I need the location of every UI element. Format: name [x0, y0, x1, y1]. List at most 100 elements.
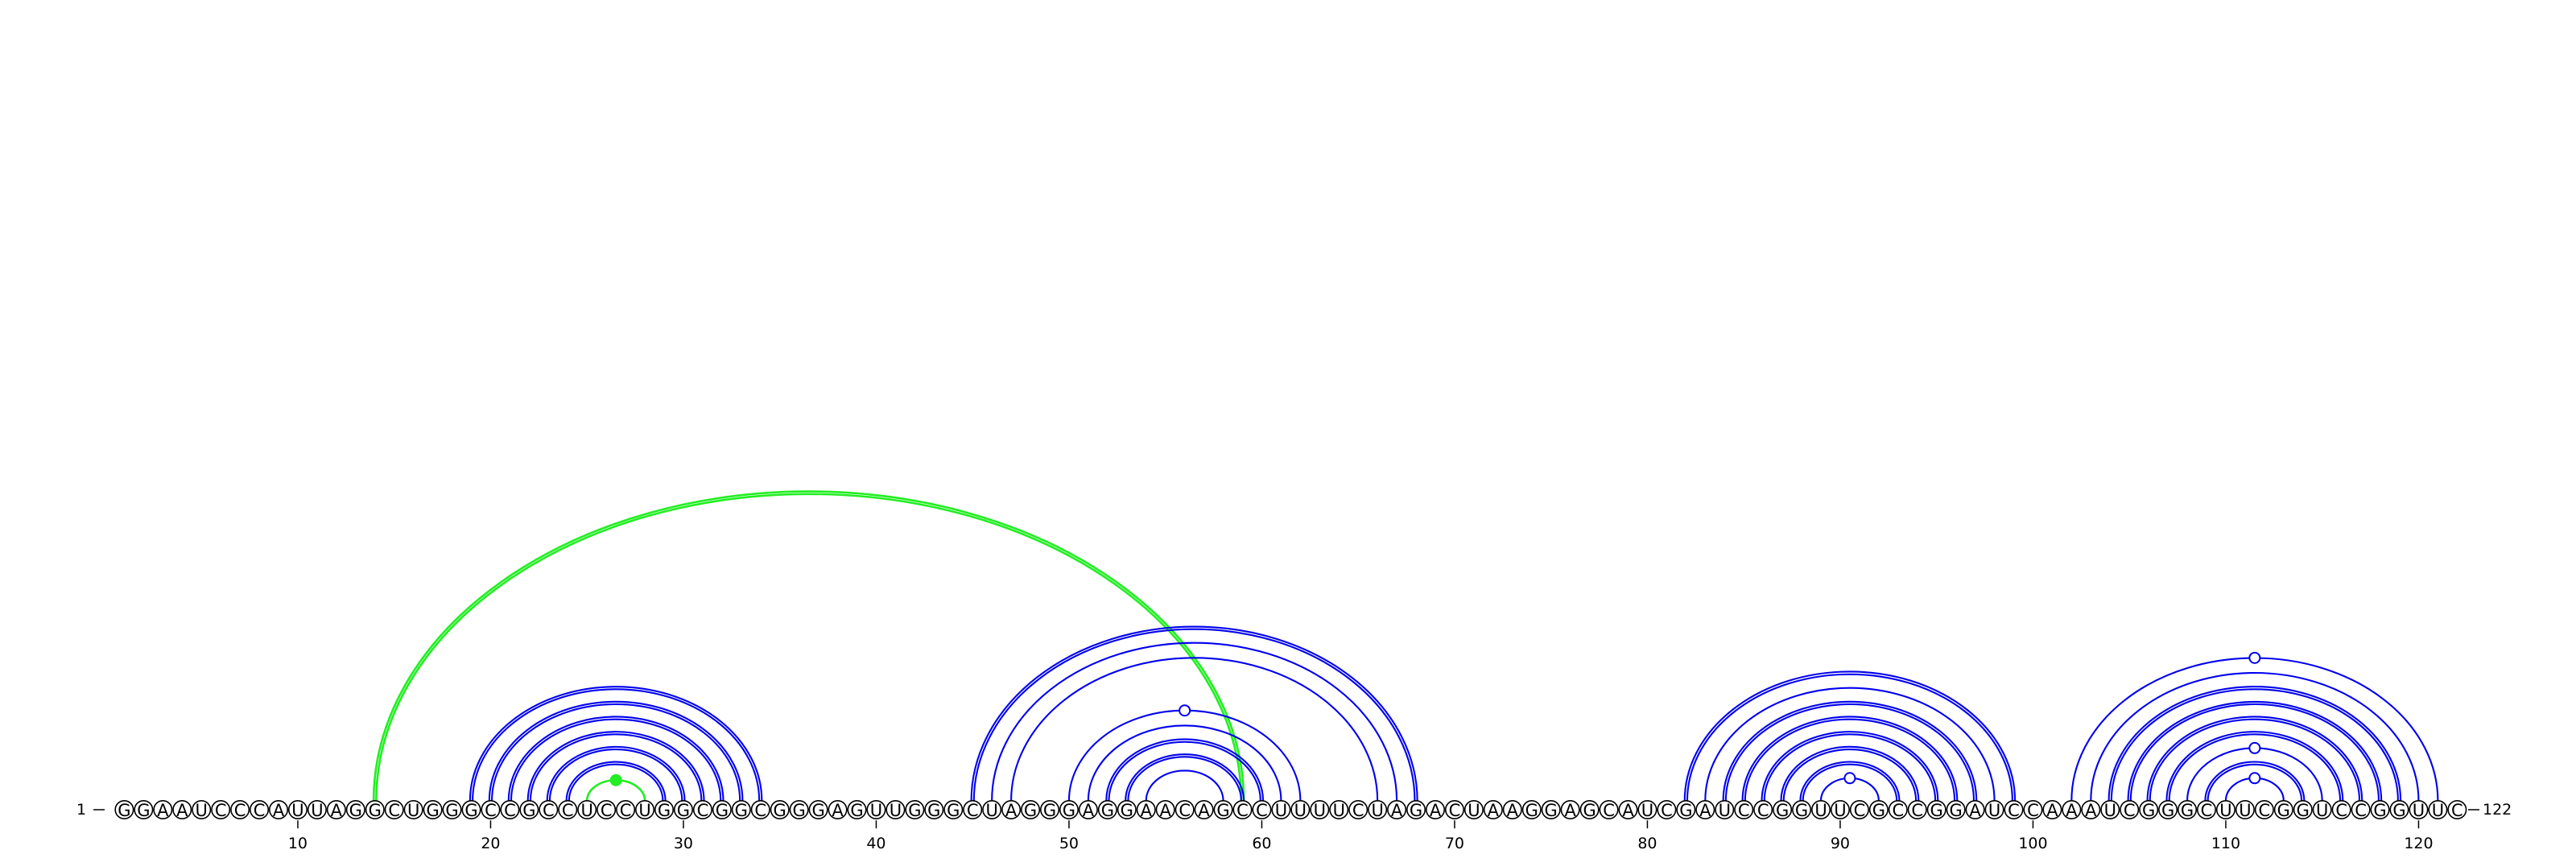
nucleotide: U	[2235, 799, 2255, 820]
nucleotide: A	[828, 799, 848, 820]
nucleotide-letter: A	[331, 801, 343, 820]
nucleotide-letter: U	[1641, 801, 1653, 820]
nucleotide-letter: G	[735, 801, 748, 820]
nucleotide-circle	[1117, 799, 1137, 819]
nucleotide-letter: G	[850, 801, 863, 820]
nucleotide-circle	[2235, 799, 2255, 819]
nucleotide: C	[1599, 799, 1619, 820]
nucleotide: U	[1637, 799, 1657, 820]
nucleotide-circle	[1965, 799, 1985, 819]
nucleotide-letter: U	[1814, 801, 1827, 820]
nucleotide-circle	[866, 799, 886, 819]
nucleotide-letter: C	[1449, 801, 1461, 820]
nucleotide-circle	[1868, 799, 1889, 819]
nucleotide-letter: G	[1101, 801, 1114, 820]
nucleotide-circle	[886, 799, 906, 819]
nucleotide-circle	[2120, 799, 2140, 819]
nucleotide-letter: G	[369, 801, 382, 820]
nucleotide-circle	[2139, 799, 2159, 819]
position-tick-label: 10	[288, 835, 308, 852]
nucleotide-circle	[2254, 799, 2274, 819]
position-tick-label: 20	[481, 835, 500, 852]
nucleotide-circle	[770, 799, 790, 819]
nucleotide: A	[1155, 799, 1175, 820]
nucleotide-letter: U	[2432, 801, 2444, 820]
nucleotide: A	[2062, 799, 2082, 820]
nucleotide-circle	[268, 799, 288, 819]
nucleotide-circle	[635, 799, 655, 819]
nucleotide-circle	[616, 799, 636, 819]
nucleotide-letter: U	[1333, 801, 1345, 820]
nucleotide: U	[886, 799, 906, 820]
position-tick-label: 80	[1637, 835, 1657, 852]
nucleotide-letter: A	[1198, 801, 1210, 820]
nucleotide: G	[654, 799, 674, 820]
nucleotide-letter: G	[658, 801, 671, 820]
nucleotide: A	[2081, 799, 2101, 820]
nucleotide-letter: A	[1141, 801, 1153, 820]
nucleotide-letter: G	[464, 801, 477, 820]
nucleotide-circle	[1676, 799, 1696, 819]
nucleotide: C	[1232, 799, 1253, 820]
nucleotide-letter: C	[2008, 801, 2020, 820]
nucleotide-letter: G	[1121, 801, 1133, 820]
nucleotide: C	[2004, 799, 2024, 820]
nucleotide: U	[1984, 799, 2004, 820]
nucleotide-circle	[114, 799, 134, 819]
nucleotide-letter: U	[1275, 801, 1287, 820]
nucleotide: U	[1463, 799, 1484, 820]
nucleotide-letter: C	[2335, 801, 2347, 820]
stem-arc	[1741, 716, 1959, 801]
nucleotide-letter: G	[1216, 801, 1229, 820]
nucleotide-circle	[1926, 799, 1946, 819]
stem-arc	[2165, 731, 2344, 801]
nucleotide: C	[481, 799, 501, 820]
nucleotide-circle	[1136, 799, 1156, 819]
nucleotide: C	[384, 799, 404, 820]
nucleotide: U	[2100, 799, 2120, 820]
nucleotide-letter: G	[1679, 801, 1692, 820]
nucleotide-letter: A	[157, 801, 169, 820]
nucleotide: G	[1040, 799, 1060, 820]
nucleotide: C	[2023, 799, 2043, 820]
stem-arc	[2110, 688, 2399, 801]
nucleotide: U	[1290, 799, 1311, 820]
nucleotide: G	[2370, 799, 2390, 820]
nucleotide-circle	[1387, 799, 1407, 819]
nucleotide: G	[1792, 799, 1812, 820]
nucleotide-letter: G	[522, 801, 535, 820]
nucleotide-letter: G	[426, 801, 439, 820]
arc-open-marker	[1179, 704, 1191, 717]
nucleotide: U	[1329, 799, 1349, 820]
nucleotide-circle	[230, 799, 250, 819]
nucleotide-circle	[2351, 799, 2371, 819]
nucleotide-circle	[345, 799, 365, 819]
nucleotide-letter: C	[754, 801, 766, 820]
arc-open-marker	[2248, 741, 2261, 754]
position-ticks-layer: 10 20 30 40 50 60 70 80 90 100 110 120	[288, 820, 2434, 852]
nucleotide-letter: C	[1603, 801, 1615, 820]
nucleotide: G	[365, 799, 385, 820]
arc-filled-marker	[609, 773, 622, 786]
nucleotide-circle	[403, 799, 423, 819]
nucleotide: G	[1946, 799, 1966, 820]
nucleotide-circle	[2312, 799, 2332, 819]
nucleotide-letter: G	[1795, 801, 1808, 820]
nucleotide-circle	[558, 799, 578, 819]
stem-arc	[491, 703, 741, 801]
nucleotide: G	[1021, 799, 1041, 820]
nucleotide-letter: G	[1872, 801, 1885, 820]
stem-arc	[1683, 670, 2017, 801]
nucleotide: C	[750, 799, 770, 820]
nucleotide-circle	[1329, 799, 1349, 819]
nucleotide: U	[1715, 799, 1735, 820]
pseudoknot-arc	[372, 490, 1245, 801]
nucleotide-letter: G	[1063, 801, 1075, 820]
nucleotide: U	[2312, 799, 2332, 820]
nucleotide-circle	[2197, 799, 2217, 819]
nucleotide-letter: G	[2297, 801, 2310, 820]
stem-arc	[1782, 749, 1918, 801]
nucleotide-circle	[1368, 799, 1388, 819]
nucleotide: A	[1695, 799, 1715, 820]
nucleotide-letter: A	[1507, 801, 1519, 820]
